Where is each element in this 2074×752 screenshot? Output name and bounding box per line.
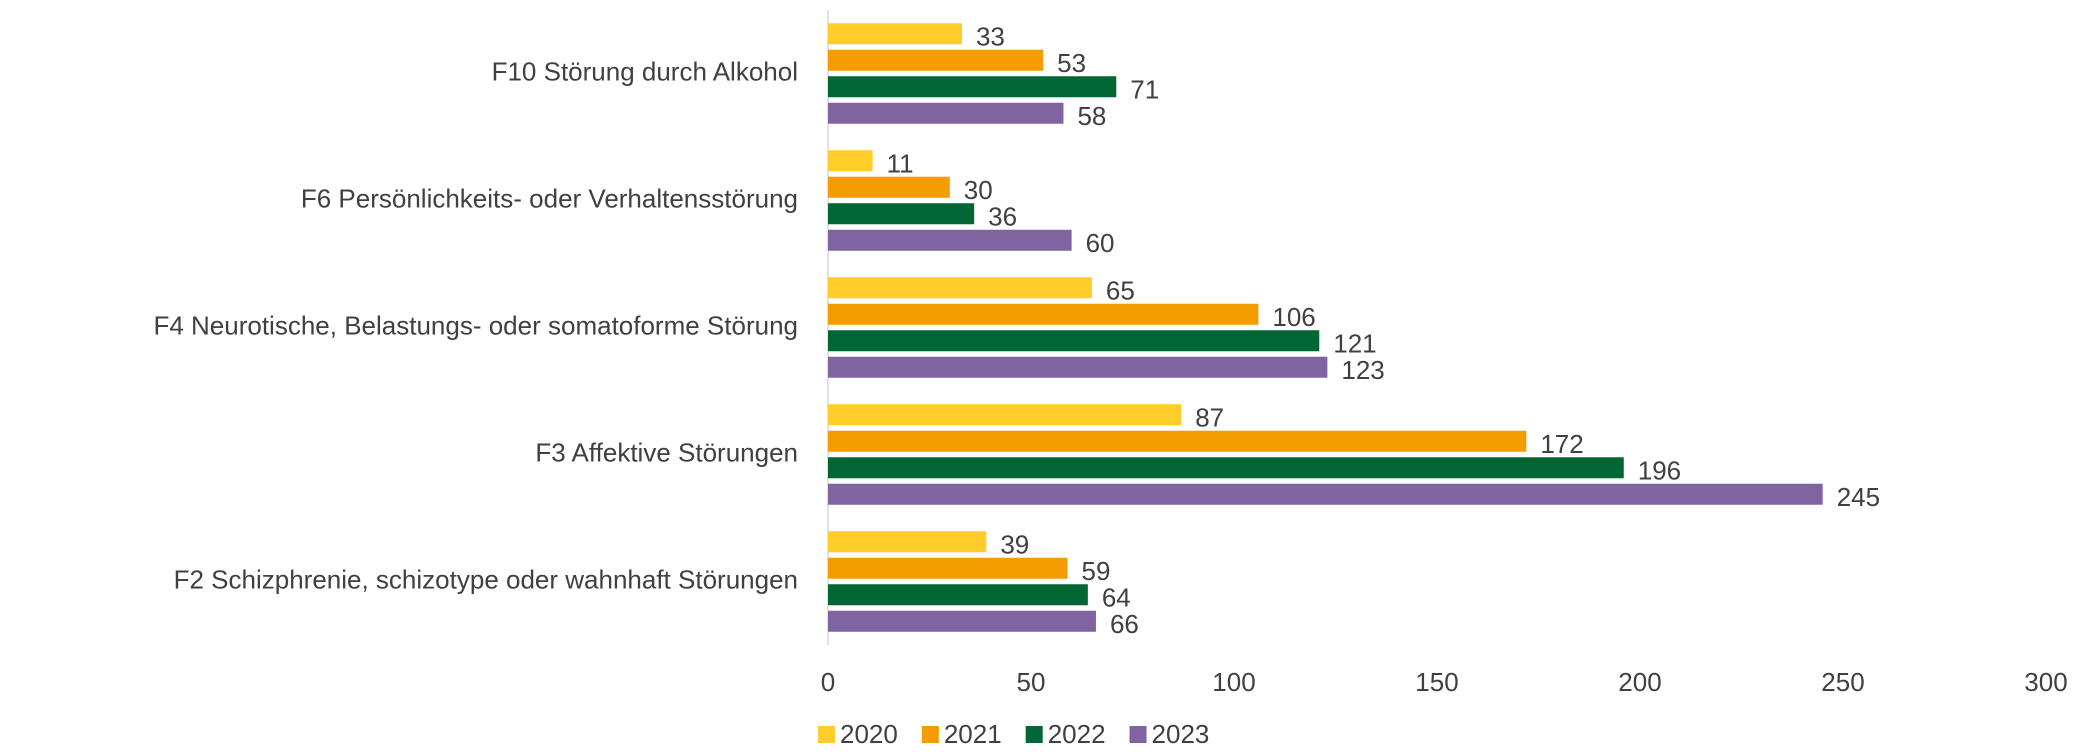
category-label: F10 Störung durch Alkohol bbox=[492, 56, 798, 86]
bar bbox=[828, 176, 950, 198]
legend-label: 2023 bbox=[1152, 719, 1210, 749]
value-label: 123 bbox=[1341, 355, 1384, 385]
bar bbox=[828, 49, 1044, 71]
value-label: 53 bbox=[1057, 48, 1086, 78]
legend-swatch bbox=[818, 726, 835, 743]
value-label: 11 bbox=[887, 149, 914, 179]
legend-label: 2021 bbox=[944, 719, 1002, 749]
legend-swatch bbox=[1025, 726, 1043, 743]
bar bbox=[828, 356, 1328, 378]
bar bbox=[828, 557, 1068, 579]
bar bbox=[828, 229, 1072, 251]
x-tick-label: 300 bbox=[2024, 667, 2067, 697]
value-label: 71 bbox=[1130, 75, 1159, 105]
legend-label: 2022 bbox=[1048, 719, 1106, 749]
legend-swatch bbox=[1129, 726, 1147, 743]
bar bbox=[828, 102, 1064, 124]
bar bbox=[828, 584, 1088, 606]
value-label: 66 bbox=[1110, 609, 1139, 639]
bar bbox=[828, 457, 1624, 479]
value-label: 60 bbox=[1086, 228, 1115, 258]
x-tick-label: 250 bbox=[1821, 667, 1864, 697]
bar bbox=[828, 404, 1182, 426]
legend-label: 2020 bbox=[840, 719, 898, 749]
x-tick-label: 100 bbox=[1212, 667, 1255, 697]
bar bbox=[828, 23, 962, 45]
bar bbox=[828, 610, 1096, 632]
category-label: F4 Neurotische, Belastungs- oder somatof… bbox=[153, 310, 798, 340]
value-label: 172 bbox=[1540, 429, 1583, 459]
bar bbox=[828, 303, 1259, 325]
category-label: F2 Schizphrenie, schizotype oder wahnhaf… bbox=[174, 564, 798, 594]
x-tick-label: 50 bbox=[1017, 667, 1046, 697]
bar bbox=[828, 76, 1117, 98]
value-label: 106 bbox=[1272, 302, 1315, 332]
value-label: 121 bbox=[1333, 329, 1376, 359]
value-label: 245 bbox=[1837, 482, 1880, 512]
bar bbox=[828, 531, 987, 553]
value-label: 65 bbox=[1106, 276, 1135, 306]
bar bbox=[828, 203, 975, 225]
category-label: F6 Persönlichkeits- oder Verhaltensstöru… bbox=[301, 183, 798, 213]
bar bbox=[828, 277, 1092, 299]
category-label: F3 Affektive Störungen bbox=[535, 437, 798, 467]
value-label: 87 bbox=[1195, 403, 1224, 433]
legend-swatch bbox=[921, 726, 939, 743]
x-tick-label: 200 bbox=[1618, 667, 1661, 697]
bar bbox=[828, 483, 1823, 505]
x-tick-label: 150 bbox=[1415, 667, 1458, 697]
value-label: 30 bbox=[964, 175, 993, 205]
x-tick-label: 0 bbox=[821, 667, 835, 697]
value-label: 36 bbox=[988, 202, 1017, 232]
value-label: 33 bbox=[976, 22, 1005, 52]
bar bbox=[828, 430, 1527, 452]
value-label: 58 bbox=[1077, 101, 1106, 131]
value-label: 64 bbox=[1102, 583, 1131, 613]
value-label: 59 bbox=[1082, 556, 1111, 586]
value-label: 196 bbox=[1638, 456, 1681, 486]
bar bbox=[828, 150, 873, 172]
bar bbox=[828, 330, 1320, 352]
value-label: 39 bbox=[1000, 530, 1029, 560]
